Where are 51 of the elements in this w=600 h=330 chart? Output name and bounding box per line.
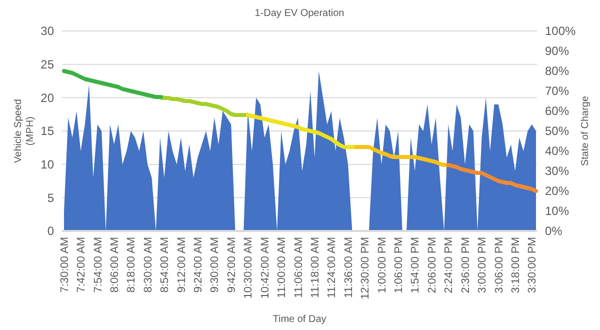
y-tick-label: 15: [40, 124, 54, 138]
x-tick-label: 1:00:00 PM: [376, 237, 388, 294]
x-tick-label: 12:30:00 PM: [360, 237, 372, 300]
y2-tick-label: 30%: [545, 164, 570, 178]
y2-tick-label: 40%: [545, 144, 570, 158]
y2-tick-label: 0%: [545, 224, 563, 238]
x-tick-label: 8:30:00 AM: [142, 237, 154, 293]
y2-tick-label: 50%: [545, 124, 570, 138]
x-tick-label: 9:24:00 AM: [192, 237, 205, 293]
x-tick-label: 1:06:00 PM: [393, 237, 406, 294]
x-tick-label: 9:30:00 AM: [209, 237, 222, 293]
x-tick-label: 10:30:00 AM: [242, 237, 255, 299]
y2-tick-label: 100%: [545, 24, 576, 38]
y-tick-label: 20: [40, 90, 54, 105]
x-tick-label: 2:36:00 PM: [460, 237, 472, 294]
y2-tick-label: 20%: [545, 184, 570, 198]
x-tick-label: 11:06:00 AM: [292, 237, 305, 298]
y-tick-label: 10: [40, 158, 54, 172]
x-tick-label: 7:54:00 AM: [92, 237, 104, 293]
y2-axis-title: State of Charge: [580, 96, 591, 166]
y2-tick-label: 10%: [545, 204, 570, 218]
x-tick-label: 3:18:00 PM: [510, 237, 522, 294]
y2-tick-label: 70%: [545, 84, 570, 98]
y-tick-label: 25: [40, 58, 54, 72]
x-tick-label: 11:36:00 AM: [342, 237, 355, 298]
x-tick-label: 8:54:00 AM: [159, 237, 172, 293]
x-tick-label: 8:06:00 AM: [108, 237, 121, 293]
x-tick-label: 3:06:00 PM: [493, 237, 506, 294]
x-tick-label: 9:42:00 AM: [226, 237, 238, 293]
x-tick-label: 7:30:00 AM: [58, 237, 71, 293]
y-axis-title: Vehicle Speed (MPH): [13, 99, 36, 163]
x-tick-label: 1:54:00 PM: [410, 237, 422, 294]
chart-title: 1-Day EV Operation: [254, 8, 344, 19]
x-tick-label: 2:24:00 PM: [443, 237, 456, 294]
y-tick-label: 0: [47, 224, 54, 238]
y2-tick-label: 60%: [545, 104, 570, 118]
y2-tick-label: 90%: [545, 44, 570, 58]
x-tick-label: 8:18:00 AM: [126, 237, 138, 293]
x-tick-label: 7:42:00 AM: [76, 237, 88, 293]
x-tick-label: 11:18:00 AM: [309, 237, 322, 298]
x-tick-label: 11:00:00 AM: [276, 237, 288, 298]
x-axis-title: Time of Day: [272, 314, 326, 325]
x-tick-label: 9:12:00 AM: [176, 237, 188, 293]
x-tick-label: 11:24:00 AM: [326, 237, 338, 298]
y-tick-label: 30: [40, 24, 54, 38]
x-tick-label: 3:00:00 PM: [476, 237, 489, 294]
x-tick-label: 10:42:00 AM: [259, 237, 272, 299]
y-tick-label: 5: [47, 190, 54, 205]
x-tick-label: 3:30:00 PM: [526, 237, 539, 294]
y2-tick-label: 80%: [545, 64, 570, 78]
x-tick-label: 2:06:00 PM: [426, 237, 438, 294]
